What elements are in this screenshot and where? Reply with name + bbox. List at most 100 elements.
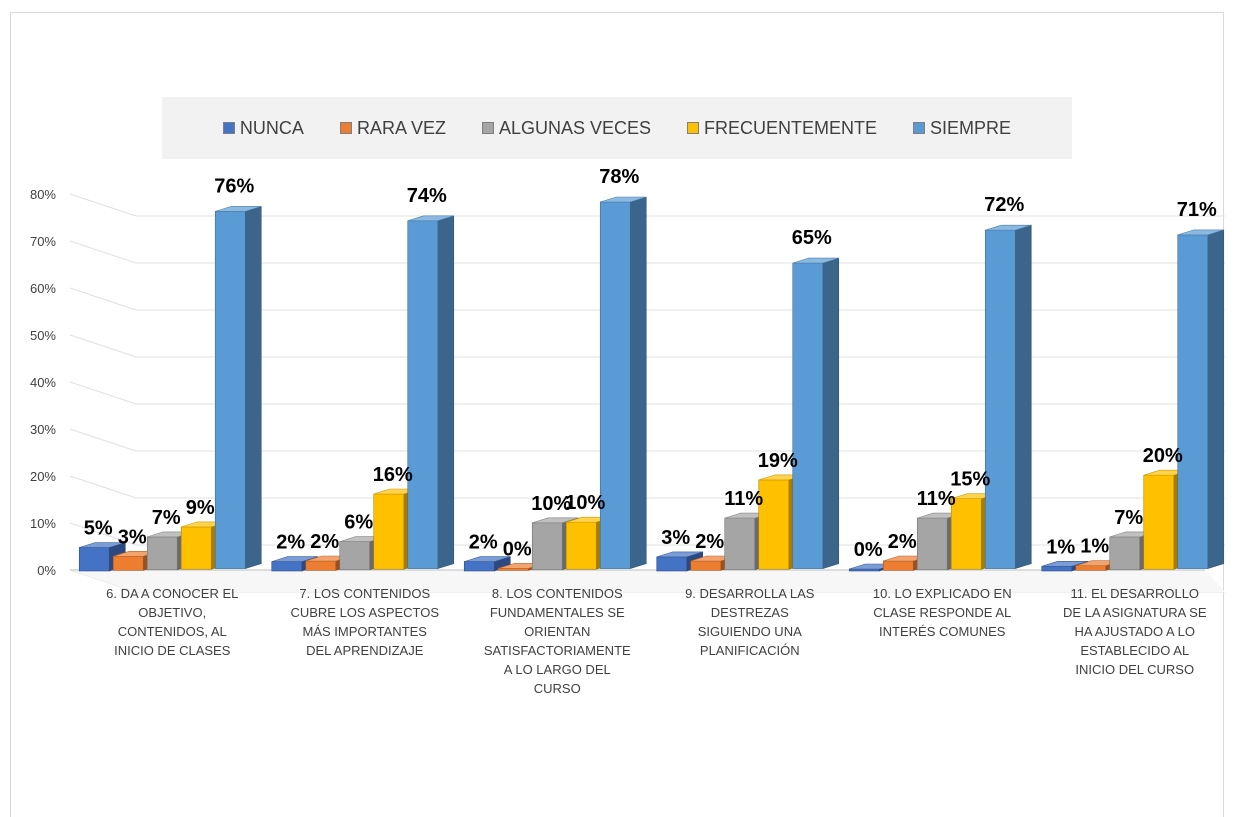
category-label-line: MÁS IMPORTANTES <box>303 624 428 639</box>
bar-front <box>78 547 110 572</box>
category-label-line: 6. DA A CONOCER EL <box>106 586 238 601</box>
bar-top <box>79 542 126 548</box>
data-label: 2% <box>469 532 498 554</box>
x-category-label: 6. DA A CONOCER EL OBJETIVO, CONTENIDOS, A… <box>106 586 238 658</box>
category-label-line: OBJETIVO, <box>138 605 206 620</box>
x-category-label: 10. LO EXPLICADO EN CLASE RESPONDE AL INTE… <box>873 586 1012 639</box>
gridline-side <box>69 334 137 358</box>
x-category-label: 9. DESARROLLA LAS DESTREZAS SIGUIENDO UNA P… <box>685 586 815 658</box>
y-tick-label: 0% <box>37 563 56 578</box>
legend-label: SIEMPRE <box>930 117 1012 138</box>
data-label: 0% <box>854 539 883 561</box>
bar-side <box>1207 229 1225 570</box>
bar-front <box>214 211 246 569</box>
data-label: 2% <box>695 531 724 553</box>
y-tick-label: 60% <box>30 281 56 296</box>
bar-top <box>1041 560 1088 567</box>
legend-label: RARA VEZ <box>356 117 446 138</box>
bar-nunca <box>463 556 511 572</box>
data-label: 3% <box>118 526 147 548</box>
legend-swatch <box>687 122 700 134</box>
data-label: 10% <box>531 493 571 515</box>
bar-front <box>565 521 597 570</box>
bar-side <box>629 196 647 570</box>
bar-top <box>464 556 511 562</box>
category-label-line: INTERÉS COMUNES <box>879 624 1006 639</box>
category-label-line: ORIENTAN <box>524 624 590 639</box>
data-label: 2% <box>888 531 917 553</box>
gridline-side <box>69 428 137 452</box>
bar-top <box>985 224 1032 231</box>
data-label: 65% <box>792 227 832 249</box>
bar-top <box>656 551 703 558</box>
data-label: 71% <box>1177 199 1217 221</box>
bar-top <box>215 206 262 212</box>
legend-label: ALGUNAS VECES <box>498 117 652 138</box>
x-category-label: 8. LOS CONTENIDOS FUNDAMENTALES SE ORIENTA… <box>484 586 631 696</box>
data-label: 15% <box>950 469 990 491</box>
bar-top <box>532 517 579 524</box>
bar-siempre <box>1177 229 1225 570</box>
data-label: 78% <box>599 166 639 188</box>
gridline-side <box>69 287 137 311</box>
category-label-line: DESTREZAS <box>711 605 789 620</box>
category-label-line: 9. DESARROLLA LAS <box>685 586 815 601</box>
bar-nunca <box>78 542 126 572</box>
bar-front <box>531 522 563 571</box>
bar-side <box>822 257 840 570</box>
y-tick-label: 30% <box>30 422 56 437</box>
category-label-line: 8. LOS CONTENIDOS <box>492 586 623 601</box>
data-label: 74% <box>407 185 447 207</box>
bar-front <box>180 526 212 570</box>
y-tick-label: 50% <box>30 328 56 343</box>
category-label-line: CONTENIDOS, AL <box>118 624 227 639</box>
y-tick-label: 10% <box>30 516 56 531</box>
y-tick-label: 70% <box>30 234 56 249</box>
data-label: 1% <box>1046 536 1075 558</box>
category-label-line: HA AJUSTADO A LO <box>1075 624 1195 639</box>
legend-swatch <box>481 122 494 134</box>
category-label-line: A LO LARGO DEL <box>504 662 611 677</box>
data-label: 1% <box>1080 536 1109 558</box>
bar-siempre <box>599 196 647 570</box>
gridline-side <box>69 475 137 499</box>
bar-front <box>792 262 824 569</box>
gridline-side <box>69 240 137 264</box>
legend-swatch <box>339 122 352 134</box>
category-label-line: CLASE RESPONDE AL <box>873 605 1011 620</box>
bar-front <box>1041 565 1073 572</box>
bar-front <box>656 556 688 572</box>
data-label: 10% <box>565 492 605 514</box>
data-label: 0% <box>503 538 532 560</box>
legend-label: FRECUENTEMENTE <box>704 117 878 138</box>
bar-front <box>882 560 914 571</box>
bar-front <box>690 560 722 571</box>
legend-item-3: FRECUENTEMENTE <box>687 118 877 139</box>
bar-front <box>758 479 790 570</box>
bar-front <box>1143 474 1175 570</box>
chart-legend: NUNCA RARA VEZ ALGUNAS VECES FRECUENTEMENTE… <box>162 97 1072 159</box>
bar-siempre <box>214 205 262 570</box>
legend-item-0: NUNCA <box>222 118 304 139</box>
bar-siempre <box>407 215 455 570</box>
category-label-line: 7. LOS CONTENIDOS <box>299 586 430 601</box>
data-label: 19% <box>758 450 798 472</box>
bar-front <box>463 561 495 572</box>
bar-siempre <box>792 257 840 570</box>
data-label: 7% <box>152 507 181 529</box>
data-label: 2% <box>276 532 305 554</box>
category-label-line: SATISFACTORIAMENTE <box>484 643 631 658</box>
category-label-line: 10. LO EXPLICADO EN <box>873 586 1012 601</box>
category-label-line: SIGUIENDO UNA <box>698 624 802 639</box>
data-label: 76% <box>214 175 254 197</box>
category-label-line: PLANIFICACIÓN <box>700 643 800 658</box>
data-label: 9% <box>186 497 215 519</box>
category-label-line: CURSO <box>534 681 581 696</box>
bar-top <box>600 196 647 203</box>
bar-top <box>1177 229 1224 236</box>
bar-front <box>950 498 982 570</box>
category-label-line: DE LA ASIGNATURA SE <box>1063 605 1207 620</box>
y-tick-label: 80% <box>30 187 56 202</box>
data-label: 20% <box>1143 445 1183 467</box>
